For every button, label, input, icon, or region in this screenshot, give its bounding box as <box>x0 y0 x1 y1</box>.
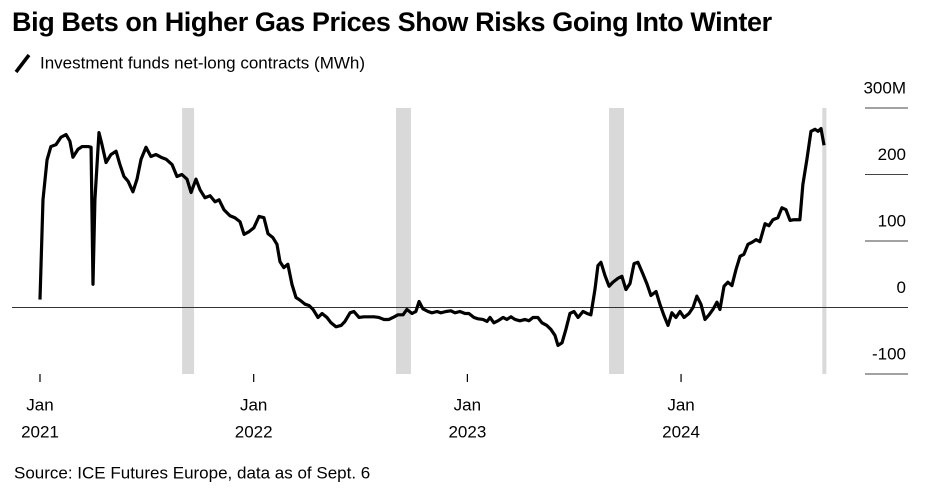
shaded-band <box>822 108 827 374</box>
source-note: Source: ICE Futures Europe, data as of S… <box>14 463 370 482</box>
shaded-band <box>396 108 411 374</box>
data-line <box>38 127 826 348</box>
x-tick-label: Jan <box>240 395 267 414</box>
x-tick-label: 2022 <box>235 422 273 441</box>
x-tick-label: Jan <box>26 395 53 414</box>
x-tick-label: Jan <box>454 395 481 414</box>
y-tick-label: 100 <box>878 211 906 230</box>
legend-label: Investment funds net-long contracts (MWh… <box>40 53 365 72</box>
x-tick-label: 2023 <box>448 422 486 441</box>
y-tick-label: -100 <box>872 344 906 363</box>
x-tick-label: Jan <box>667 395 694 414</box>
x-tick-label: 2024 <box>662 422 700 441</box>
chart-title: Big Bets on Higher Gas Prices Show Risks… <box>12 7 773 37</box>
x-tick-label: 2021 <box>21 422 59 441</box>
y-tick-label: 300M <box>863 78 906 97</box>
legend-swatch <box>14 53 31 74</box>
y-tick-label: 200 <box>878 145 906 164</box>
y-tick-label: 0 <box>897 278 906 297</box>
shaded-band <box>182 108 195 374</box>
shaded-band <box>609 108 625 374</box>
